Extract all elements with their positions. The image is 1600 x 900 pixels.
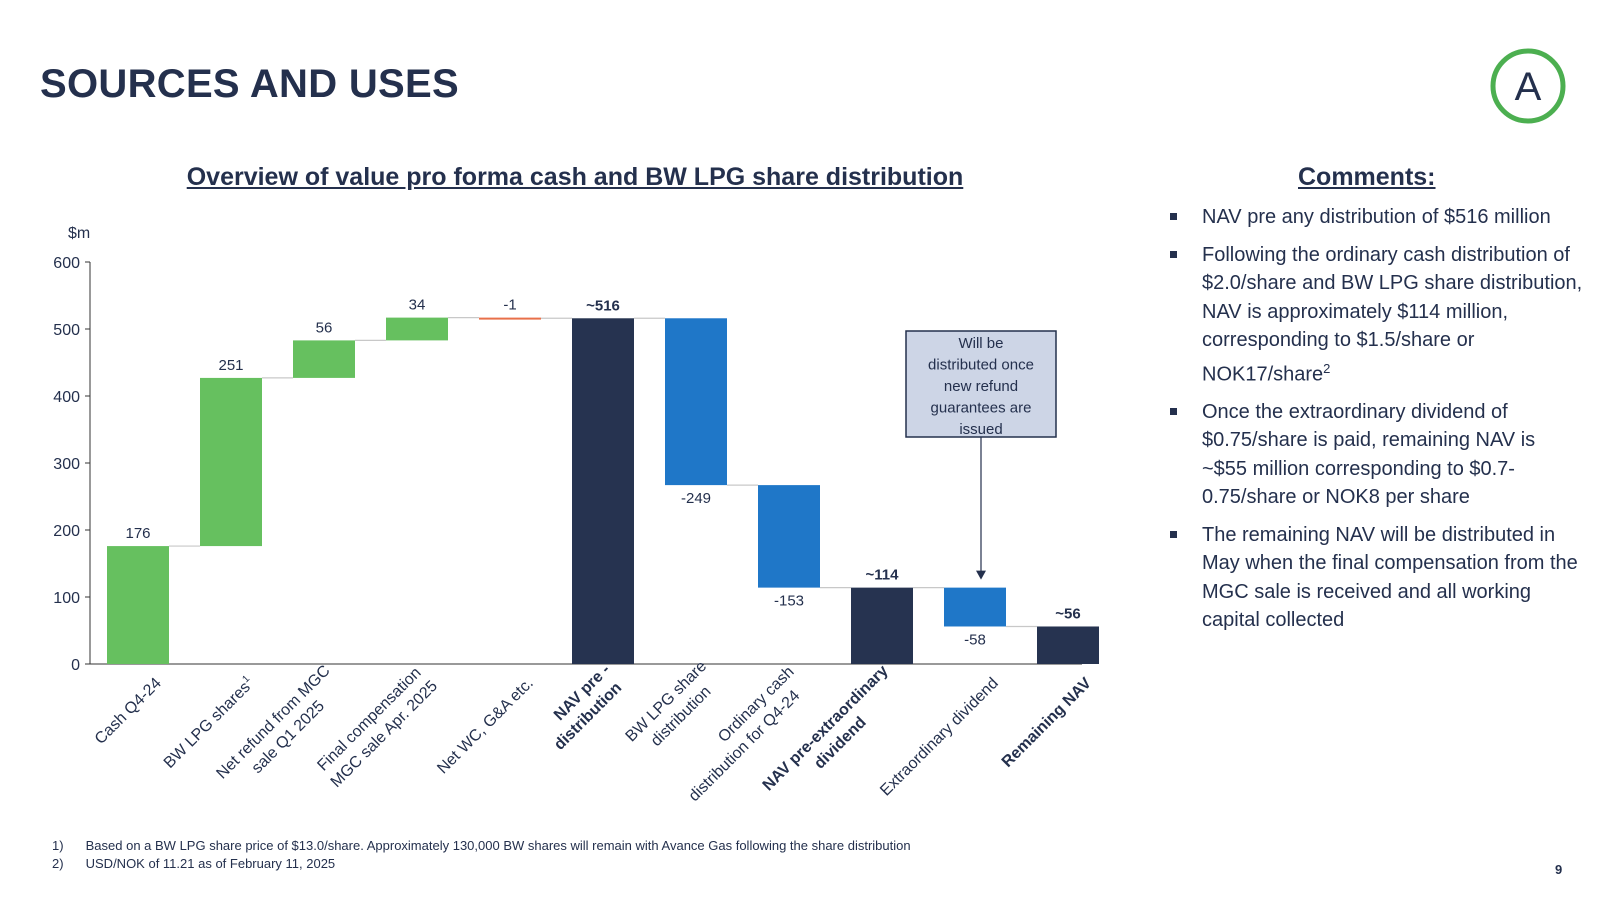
chart-title: Overview of value pro forma cash and BW …	[186, 163, 964, 191]
x-tick-label-group: NAV pre -distribution	[551, 661, 625, 753]
logo-ring	[1490, 48, 1566, 124]
bar-value-label: ~56	[1055, 605, 1080, 622]
bullet-icon	[1170, 530, 1177, 538]
waterfall-bar	[665, 318, 727, 486]
bar-value-label: -153	[774, 593, 804, 610]
comments-title: Comments:	[1298, 163, 1436, 191]
waterfall-bar	[200, 377, 262, 547]
footnote-number: 2)	[52, 856, 64, 871]
footnote: 2) USD/NOK of 11.21 as of February 11, 2…	[52, 855, 911, 873]
comment-item: Following the ordinary cash distribution…	[1164, 241, 1584, 389]
x-tick-label-group: Cash Q4-24	[92, 675, 165, 748]
y-tick-label: 200	[53, 523, 80, 540]
bar-value-label: -58	[964, 631, 986, 648]
footnote-text: Based on a BW LPG share price of $13.0/s…	[85, 838, 911, 853]
bullet-icon	[1170, 213, 1177, 220]
x-tick-label: Extraordinary dividend	[877, 675, 1002, 800]
y-tick-label: 600	[53, 255, 80, 272]
waterfall-bar	[479, 317, 541, 320]
x-tick-label: Net WC, G&A etc.	[434, 675, 537, 778]
waterfall-bar	[851, 587, 913, 664]
callout-arrowhead-icon	[976, 570, 986, 580]
callout-text: issued	[959, 421, 1002, 438]
bar-value-label: ~114	[866, 567, 900, 584]
callout-box	[905, 330, 1057, 438]
callout-text: Will be	[958, 335, 1003, 352]
y-tick-label: 500	[53, 322, 80, 339]
callout-text: distributed once	[928, 357, 1034, 374]
x-tick-label-group: Net WC, G&A etc.	[434, 675, 537, 778]
comment-footnote-ref: 2	[1323, 360, 1331, 376]
bar-value-label: -249	[681, 490, 711, 507]
bar-value-label: 56	[316, 319, 333, 336]
bar-value-label: 251	[218, 357, 243, 374]
waterfall-bar	[572, 318, 634, 664]
y-tick-label: 300	[53, 456, 80, 473]
bar-value-label: 176	[125, 525, 150, 542]
waterfall-bar	[758, 485, 820, 588]
waterfall-bar	[293, 340, 355, 378]
x-tick-label-superscript: 1	[240, 673, 252, 685]
bar-value-label: ~516	[586, 297, 620, 314]
footnote: 1) Based on a BW LPG share price of $13.…	[52, 837, 911, 855]
footnote-text: USD/NOK of 11.21 as of February 11, 2025	[85, 856, 336, 871]
comment-text: Following the ordinary cash distribution…	[1202, 243, 1583, 386]
comment-item: Once the extraordinary dividend of $0.75…	[1164, 398, 1584, 512]
page-number: 9	[1555, 862, 1563, 877]
page-title: SOURCES AND USES	[40, 62, 459, 106]
y-tick-label: 100	[53, 590, 80, 607]
comments-list: NAV pre any distribution of $516 million…	[1164, 203, 1584, 644]
y-axis-label: $m	[68, 225, 90, 242]
comment-text: The remaining NAV will be distributed in…	[1202, 523, 1578, 632]
x-tick-label: Remaining NAV	[999, 675, 1095, 771]
x-tick-label-group: Extraordinary dividend	[877, 675, 1002, 800]
bar-value-label: -1	[503, 297, 516, 314]
y-tick-label: 0	[71, 657, 80, 674]
y-tick-label: 400	[53, 389, 80, 406]
comment-item: NAV pre any distribution of $516 million	[1164, 203, 1584, 232]
waterfall-bar	[1037, 626, 1099, 664]
logo-letter: A	[1515, 65, 1542, 109]
comment-text: Once the extraordinary dividend of $0.75…	[1202, 400, 1536, 509]
bar-value-label: 34	[409, 297, 426, 314]
x-tick-label-group: Remaining NAV	[999, 675, 1095, 771]
callout-text: new refund	[944, 378, 1018, 395]
x-tick-label: Cash Q4-24	[92, 675, 165, 748]
comment-item: The remaining NAV will be distributed in…	[1164, 521, 1584, 635]
footnote-number: 1)	[52, 838, 64, 853]
comment-text: NAV pre any distribution of $516 million	[1202, 206, 1551, 228]
bullet-icon	[1170, 250, 1177, 258]
waterfall-bar	[944, 587, 1006, 627]
callout-text: guarantees are	[931, 400, 1032, 417]
waterfall-bar	[107, 546, 169, 664]
footnotes: 1) Based on a BW LPG share price of $13.…	[52, 837, 911, 873]
company-logo-icon: A	[1490, 48, 1566, 124]
waterfall-bar	[386, 317, 448, 341]
bullet-icon	[1170, 407, 1177, 415]
